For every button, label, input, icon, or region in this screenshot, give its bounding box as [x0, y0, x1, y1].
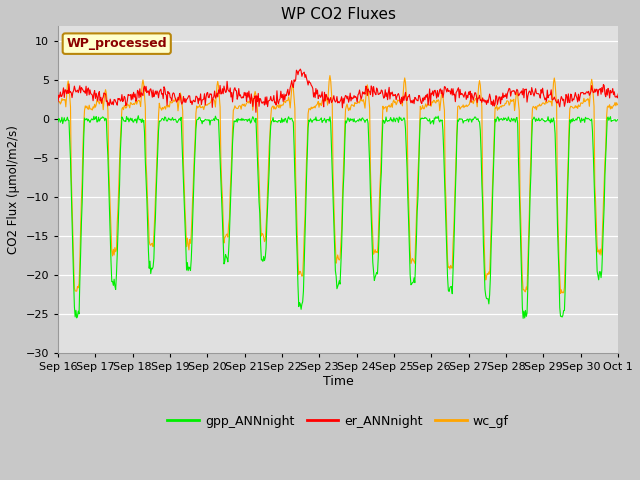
X-axis label: Time: Time: [323, 375, 353, 388]
Title: WP CO2 Fluxes: WP CO2 Fluxes: [280, 7, 396, 22]
Legend: gpp_ANNnight, er_ANNnight, wc_gf: gpp_ANNnight, er_ANNnight, wc_gf: [163, 410, 514, 433]
Y-axis label: CO2 Flux (μmol/m2/s): CO2 Flux (μmol/m2/s): [7, 125, 20, 254]
Text: WP_processed: WP_processed: [67, 37, 167, 50]
